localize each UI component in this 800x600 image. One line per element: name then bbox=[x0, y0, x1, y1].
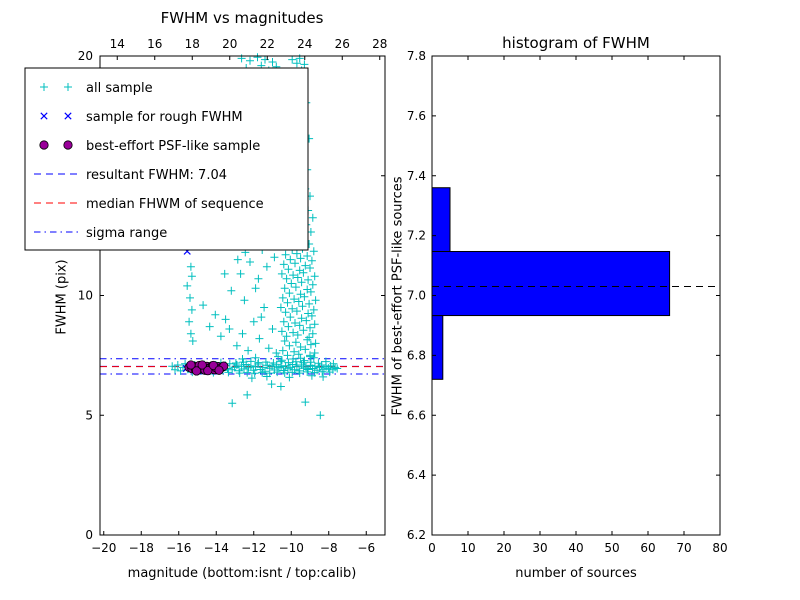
hist-bar bbox=[431, 187, 451, 252]
right-plot: 0 10 20 30 40 50 60 70 80 6.2 6.4 6.6 6.8 7.0 7.2 7.4 7.… bbox=[407, 49, 728, 555]
y-tick-label: 7.2 bbox=[407, 229, 426, 243]
top-x-tick-label: 26 bbox=[335, 37, 350, 51]
x-tick-label: 30 bbox=[532, 541, 547, 555]
y-tick-label: 0 bbox=[85, 528, 93, 542]
left-plot-xlabel: magnitude (bottom:isnt / top:calib) bbox=[127, 566, 357, 581]
top-x-tick-label: 16 bbox=[147, 37, 162, 51]
psf-marker bbox=[186, 360, 196, 370]
x-tick-label: 80 bbox=[712, 541, 727, 555]
top-x-tick-label: 22 bbox=[260, 37, 275, 51]
top-x-tick-label: 14 bbox=[110, 37, 125, 51]
left-plot: −20 −18 −16 −14 −12 −10 −8 −6 14 16 18 20 22 24 26 28 0 5… bbox=[78, 37, 388, 555]
psf-marker bbox=[214, 365, 224, 375]
y-tick-label: 7.4 bbox=[407, 169, 426, 183]
y-tick-label: 5 bbox=[85, 408, 93, 422]
legend-label: all sample bbox=[86, 81, 153, 96]
legend-label: sample for rough FWHM bbox=[86, 110, 243, 125]
x-tick-label: 10 bbox=[460, 541, 475, 555]
right-plot-ylabel: FWHM of best-effort PSF-like sources bbox=[390, 176, 406, 416]
x-tick-label: 20 bbox=[496, 541, 511, 555]
legend-frame bbox=[24, 67, 309, 251]
x-tick-label: −8 bbox=[320, 541, 338, 555]
legend-x-icon bbox=[40, 112, 72, 120]
x-tick-label: −14 bbox=[204, 541, 229, 555]
y-tick-label: 6.6 bbox=[407, 408, 426, 422]
x-tick-label: 40 bbox=[568, 541, 583, 555]
top-x-tick-label: 20 bbox=[222, 37, 237, 51]
hist-bar bbox=[431, 315, 444, 380]
x-tick-label: −10 bbox=[279, 541, 304, 555]
y-tick-label: 20 bbox=[78, 49, 93, 63]
y-tick-label: 6.2 bbox=[407, 528, 426, 542]
y-tick-label: 6.4 bbox=[407, 468, 426, 482]
top-x-tick-label: 18 bbox=[185, 37, 200, 51]
x-tick-label: 0 bbox=[428, 541, 436, 555]
hist-bar bbox=[431, 250, 671, 317]
x-tick-label: −20 bbox=[91, 541, 116, 555]
x-tick-label: −18 bbox=[129, 541, 154, 555]
left-plot-ylabel: FWHM (pix) bbox=[54, 259, 70, 335]
legend: all sample sample for rough FWHM best-effo… bbox=[24, 67, 309, 251]
right-plot-xlabel: number of sources bbox=[515, 566, 637, 581]
x-tick-label: −6 bbox=[357, 541, 375, 555]
y-tick-label: 10 bbox=[78, 289, 93, 303]
x-tick-label: 60 bbox=[640, 541, 655, 555]
legend-label: resultant FWHM: 7.04 bbox=[86, 168, 227, 183]
top-x-tick-label: 24 bbox=[297, 37, 312, 51]
x-tick-label: 50 bbox=[604, 541, 619, 555]
psf-marker bbox=[203, 366, 213, 376]
y-tick-label: 6.8 bbox=[407, 348, 426, 362]
legend-label: sigma range bbox=[86, 226, 167, 241]
right-plot-title: histogram of FWHM bbox=[502, 34, 650, 52]
psf-marker bbox=[197, 360, 207, 370]
legend-plus-icon bbox=[40, 83, 72, 91]
y-tick-label: 7.0 bbox=[407, 289, 426, 303]
x-tick-label: 70 bbox=[676, 541, 691, 555]
psf-marker bbox=[191, 366, 202, 376]
y-tick-label: 7.6 bbox=[407, 109, 426, 123]
top-x-tick-label: 28 bbox=[372, 37, 387, 51]
x-tick-label: −16 bbox=[166, 541, 191, 555]
x-tick-label: −12 bbox=[241, 541, 266, 555]
legend-circle-icon bbox=[39, 140, 49, 150]
left-plot-title: FWHM vs magnitudes bbox=[160, 9, 324, 27]
legend-label: best-effort PSF-like sample bbox=[86, 139, 260, 154]
y-tick-label: 7.8 bbox=[407, 49, 426, 63]
series-best-effort-psf-like-sample bbox=[184, 360, 229, 376]
legend-label: median FHWM of sequence bbox=[86, 197, 264, 212]
legend-circle-icon bbox=[63, 140, 73, 150]
